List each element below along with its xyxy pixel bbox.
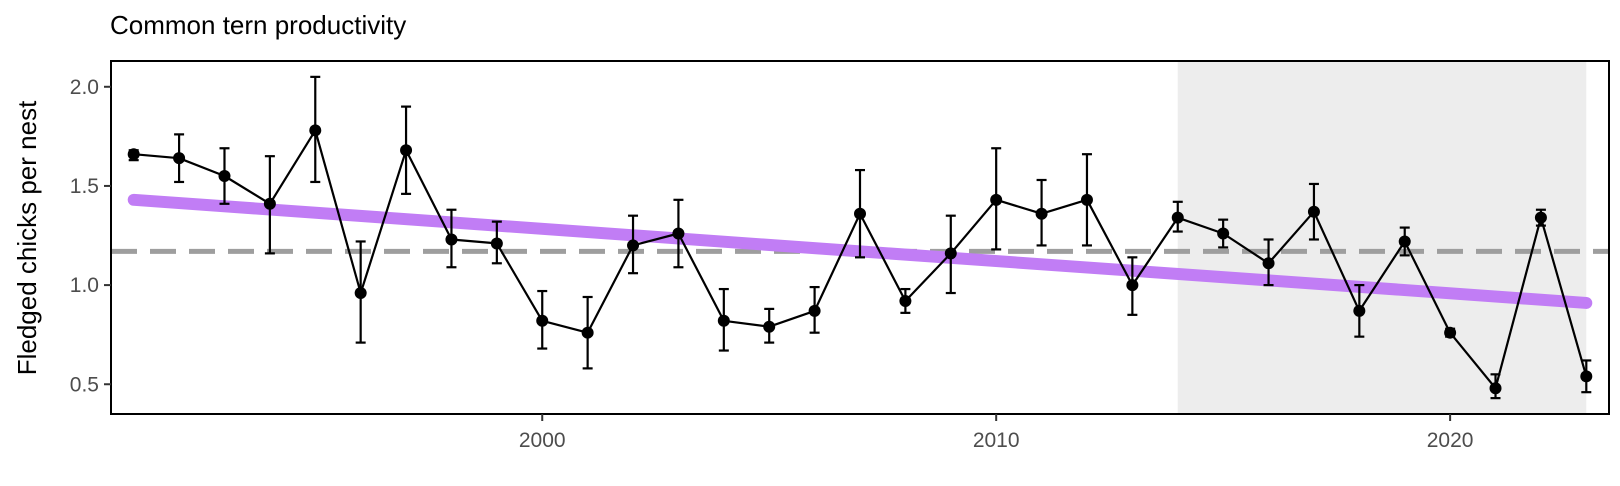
data-point (354, 287, 367, 300)
data-point (990, 193, 1003, 206)
data-point (490, 237, 503, 250)
x-tick-label: 2000 (519, 429, 566, 452)
data-point (627, 239, 640, 252)
data-point (173, 152, 186, 165)
data-point (309, 124, 322, 137)
data-point (763, 320, 776, 333)
data-point (1580, 370, 1593, 383)
data-point (1307, 205, 1320, 218)
plot-panel-border (110, 60, 1610, 415)
data-point (1444, 326, 1457, 339)
x-tick-label: 2010 (973, 429, 1020, 452)
data-point (581, 326, 594, 339)
shaded-region (1177, 61, 1587, 414)
data-point (854, 207, 866, 220)
y-tick-label: 0.5 (70, 373, 99, 396)
data-point (944, 247, 957, 260)
y-tick-label: 2.0 (70, 76, 99, 99)
data-point (1217, 227, 1230, 240)
data-point (127, 148, 140, 161)
data-point (536, 314, 549, 327)
data-point (445, 233, 458, 246)
data-point (899, 294, 912, 307)
data-point (1171, 211, 1184, 224)
data-point (400, 144, 413, 157)
data-point (1262, 257, 1275, 270)
data-point (1080, 193, 1093, 206)
y-tick-label: 1.0 (70, 274, 99, 297)
data-point (1035, 207, 1048, 220)
data-point (672, 227, 685, 240)
x-tick-label: 2020 (1427, 429, 1474, 452)
y-axis-label: Fledged chicks per nest (12, 100, 42, 375)
data-point (717, 314, 730, 327)
data-point (1534, 211, 1547, 224)
data-point (1126, 279, 1139, 292)
data-point (808, 304, 821, 317)
data-point (1489, 382, 1502, 395)
data-point (218, 170, 231, 183)
data-point (1398, 235, 1411, 248)
data-point (1353, 304, 1366, 317)
y-tick-label: 1.5 (70, 175, 99, 198)
chart-title: Common tern productivity (110, 10, 407, 40)
data-point (263, 197, 276, 210)
